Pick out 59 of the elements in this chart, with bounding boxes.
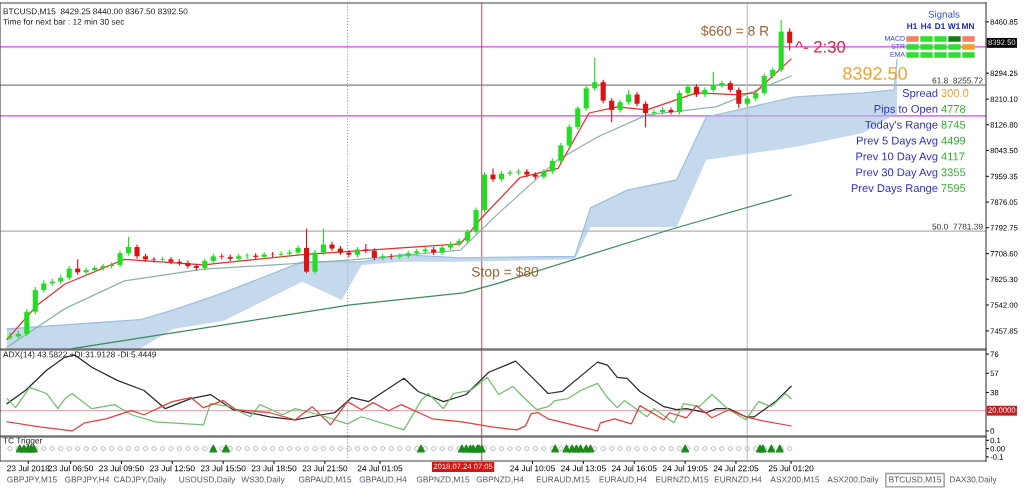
annotation: Signals	[928, 10, 960, 20]
x-tick-label: 24 Jul 10:05	[510, 465, 555, 472]
text: BTCUSD,M15 8429.25 8440.00 8367.50 8392.50	[3, 8, 188, 16]
annotation: Prev 10 Day Avg	[856, 152, 938, 163]
text: GBPNZD,H4	[476, 476, 524, 484]
text: WS30,Daily	[241, 476, 285, 485]
text: DAX30,Daily	[950, 476, 997, 485]
text: ASX200,M15	[770, 476, 820, 484]
annotation: H4	[921, 23, 932, 30]
annotation: 4117	[941, 152, 965, 161]
annotation: Prev 5 Days Avg	[856, 136, 938, 147]
x-tick-label: 23 Jul 18:50	[251, 465, 297, 472]
annotation: 4499	[941, 136, 966, 145]
annotation: MN	[962, 23, 974, 30]
text: ASX200,Daily	[827, 476, 879, 485]
ref-line-label: 50.0 7781.39	[932, 223, 983, 230]
text: EURAUD,M15	[536, 476, 590, 484]
x-tick-label: 23 Jul 09:50	[99, 465, 144, 472]
annotation: D1	[935, 23, 946, 30]
text: BTCUSD,M15	[889, 476, 942, 484]
x-tick-label: 23 Jul 15:50	[200, 465, 246, 472]
text: GBPAUD,M15	[298, 476, 352, 484]
text: EURAUD,H4	[599, 476, 647, 484]
annotation: Today's Range	[865, 120, 938, 131]
x-tick-label: 23 Jul 21:50	[302, 465, 348, 472]
annotation: 300.0	[941, 89, 969, 97]
annotation: Prev Days Range	[851, 184, 938, 195]
annotation: 7595	[941, 184, 966, 193]
x-tick-label: 24 Jul 19:05	[662, 465, 708, 472]
annotation: 8745	[941, 120, 966, 129]
x-tick-label: 24 Jul 13:05	[561, 465, 606, 472]
text: GBPJPY,H4	[65, 476, 110, 484]
chart-title: TC Trigger	[3, 437, 43, 446]
annotation: H1	[907, 23, 918, 30]
text: EURNZD,M15	[656, 476, 709, 484]
annotation: Spread	[902, 88, 938, 100]
text: USOUSD,Daily	[179, 476, 236, 485]
text: EURNZD,H4	[714, 476, 762, 484]
x-tick-label: 24 Jul 22:05	[713, 465, 759, 472]
annotation: Pips to Open	[874, 104, 938, 116]
annotation: Prev 30 Day Avg	[856, 168, 938, 179]
annotation: W1	[947, 23, 961, 30]
text: GBPAUD,H4	[359, 476, 407, 484]
text: Time for next bar : 12 min 30 sec	[3, 18, 125, 25]
x-tick-label: 24 Jul 16:05	[611, 465, 657, 472]
text: GBPNZD,M15	[416, 476, 470, 484]
text: GBPJPY,M15	[7, 476, 57, 484]
x-tick-label: 23 Jul 06:50	[48, 465, 94, 472]
annotation: $660 = 8 R	[700, 25, 769, 37]
ref-line-label: 61.8 8255.72	[932, 77, 983, 84]
x-tick-label: 23 Jul 12:50	[150, 465, 195, 472]
chart-title: ADX(14) 43.5822 +DI:31.9128 -DI:5.4449	[2, 351, 157, 360]
text: CADJPY,Daily	[114, 476, 167, 485]
x-tick-label: 25 Jul 01:20	[768, 465, 814, 472]
x-tick-label: 24 Jul 01:05	[357, 465, 403, 472]
x-tick-label: 23 Jul 2018	[7, 465, 50, 472]
annotation: 4778	[941, 104, 966, 113]
annotation: 3355	[941, 168, 966, 177]
annotation: 8392.50	[843, 67, 907, 80]
